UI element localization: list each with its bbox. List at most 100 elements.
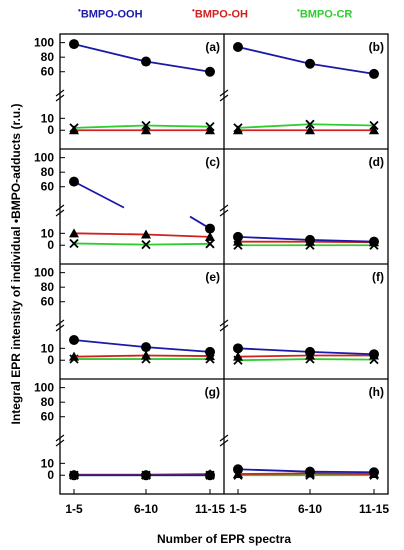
data-point-circle (369, 467, 379, 478)
legend-label: BMPO-OOH (80, 8, 143, 21)
series-line (309, 238, 375, 243)
x-tick-label: 1-5 (65, 502, 83, 516)
series-bmpo-ooh (233, 231, 379, 247)
legend-entry-bmpo-ooh: •BMPO-OOH (78, 6, 143, 21)
y-tick-label: 100 (34, 36, 54, 50)
data-point-triangle (69, 228, 79, 238)
legend-label: BMPO-OH (194, 8, 248, 21)
y-tick-label: 10 (41, 226, 55, 240)
panel-label: (f) (372, 270, 384, 284)
data-point-triangle (369, 125, 379, 135)
panel-h: (h) (219, 385, 384, 480)
series-line (73, 242, 147, 246)
series-line (237, 354, 311, 358)
series-bmpo-cr (69, 354, 215, 364)
series-bmpo-oh (233, 125, 379, 135)
data-point-circle (69, 335, 79, 345)
axis-break-mark (219, 434, 229, 447)
data-point-circle (205, 346, 215, 357)
legend-dot: • (297, 6, 300, 15)
series-line (309, 358, 375, 361)
y-tick-label: 80 (41, 50, 55, 64)
data-point-circle (369, 236, 379, 247)
data-point-circle (233, 231, 243, 242)
data-point-circle (305, 346, 315, 357)
data-point-triangle (69, 125, 79, 135)
x-axis-title: Number of EPR spectra (157, 532, 291, 546)
series-bmpo-ooh (233, 343, 379, 360)
y-tick-label: 0 (47, 353, 54, 367)
series-bmpo-ooh (233, 42, 379, 79)
series-line (73, 339, 147, 349)
series-line (237, 472, 311, 475)
series-line (309, 472, 375, 475)
series-line (237, 358, 311, 362)
panel-label: (e) (205, 270, 220, 284)
data-point-circle (69, 176, 79, 187)
data-point-triangle (305, 125, 315, 135)
y-axis-title: Integral EPR intensity of individual •BM… (9, 104, 23, 425)
data-point-circle (233, 343, 243, 354)
y-tick-label: 60 (41, 410, 55, 424)
data-point-circle (205, 66, 215, 77)
series-bmpo-oh (69, 125, 215, 135)
series-line (309, 470, 375, 474)
x-tick-label: 1-5 (229, 502, 247, 516)
series-bmpo-ooh (69, 39, 215, 77)
x-tick-label: 11-15 (359, 502, 389, 516)
series-line (145, 124, 211, 128)
data-point-circle (305, 234, 315, 245)
data-point-cross (141, 240, 151, 250)
series-line (237, 468, 311, 473)
data-point-circle (369, 349, 379, 360)
data-point-triangle (141, 229, 151, 239)
x-tick-label: 6-10 (298, 502, 322, 516)
y-tick-label: 80 (41, 280, 55, 294)
series-line (73, 180, 125, 209)
data-point-triangle (233, 125, 243, 135)
panel-label: (g) (205, 385, 220, 399)
legend-dot: • (192, 6, 195, 15)
data-point-circle (233, 42, 243, 52)
series-line (237, 46, 311, 65)
series-line (145, 233, 211, 238)
data-point-circle (233, 464, 243, 475)
series-line (145, 346, 211, 353)
data-point-circle (69, 470, 79, 481)
y-tick-label: 100 (34, 151, 54, 165)
series-line (309, 62, 375, 75)
data-point-triangle (233, 351, 243, 361)
axis-break-mark (55, 89, 65, 102)
axis-break-mark (219, 319, 229, 332)
series-line (237, 123, 311, 129)
legend-label: BMPO-CR (299, 8, 353, 21)
data-point-circle (141, 470, 151, 481)
series-bmpo-cr (69, 238, 215, 250)
legend-dot: • (78, 6, 81, 15)
panel-label: (a) (205, 40, 220, 54)
series-line (73, 354, 147, 358)
axis-break-mark (219, 204, 229, 217)
axis-break-mark (55, 319, 65, 332)
data-point-circle (141, 342, 151, 353)
y-tick-label: 80 (41, 165, 55, 179)
data-point-triangle (69, 351, 79, 361)
y-tick-label: 0 (47, 238, 54, 252)
series-bmpo-ooh (233, 464, 379, 478)
y-tick-label: 0 (47, 468, 54, 482)
data-point-cross (205, 239, 215, 249)
y-tick-label: 60 (41, 295, 55, 309)
data-point-cross (69, 238, 79, 249)
x-tick-label: 6-10 (134, 502, 158, 516)
y-tick-label: 100 (34, 381, 54, 395)
y-tick-label: 10 (41, 456, 55, 470)
series-line (237, 347, 311, 353)
axis-break-mark (55, 204, 65, 217)
panel-label: (d) (369, 155, 384, 169)
series-bmpo-ooh (69, 176, 215, 234)
y-tick-label: 10 (41, 111, 55, 125)
y-tick-label: 10 (41, 341, 55, 355)
